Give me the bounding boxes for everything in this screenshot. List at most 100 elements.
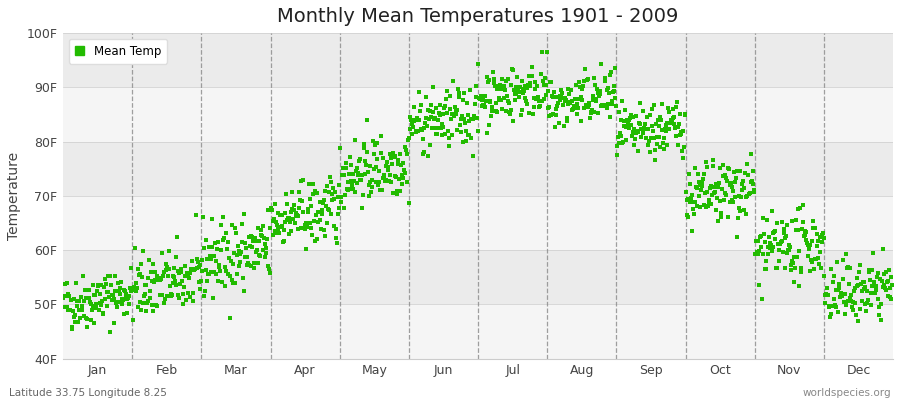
Point xyxy=(633,100,647,106)
Point xyxy=(782,247,796,253)
Point xyxy=(659,128,673,135)
Point xyxy=(454,113,469,119)
Point xyxy=(846,307,860,314)
Point xyxy=(304,202,319,209)
Point xyxy=(508,84,523,90)
Point xyxy=(585,96,599,103)
Point xyxy=(69,302,84,309)
Point xyxy=(784,267,798,274)
Point xyxy=(814,232,829,238)
Point xyxy=(148,269,163,275)
Point xyxy=(772,247,787,253)
Point xyxy=(591,90,606,96)
Point xyxy=(842,264,857,271)
Point xyxy=(238,245,253,252)
Point xyxy=(822,303,836,310)
Point xyxy=(396,160,410,166)
Point xyxy=(534,70,548,77)
Point xyxy=(491,82,505,89)
Point xyxy=(94,282,108,288)
Point xyxy=(509,90,524,96)
Point xyxy=(389,174,403,181)
Point xyxy=(770,241,785,248)
Point xyxy=(303,225,318,232)
Point xyxy=(512,94,526,100)
Point xyxy=(365,138,380,145)
Point xyxy=(258,250,273,256)
Point xyxy=(729,175,743,181)
Point xyxy=(198,266,212,273)
Point xyxy=(447,113,462,120)
Point xyxy=(630,129,644,136)
Point xyxy=(69,280,84,286)
Point xyxy=(345,182,359,189)
Point xyxy=(443,93,457,99)
Point xyxy=(323,174,338,180)
Point xyxy=(417,148,431,155)
Point xyxy=(201,271,215,277)
Point xyxy=(506,66,520,73)
Point xyxy=(777,230,791,236)
Point xyxy=(736,185,751,191)
Point xyxy=(187,266,202,273)
Point xyxy=(843,292,858,298)
Point xyxy=(442,143,456,149)
Point xyxy=(767,229,781,235)
Point xyxy=(693,182,707,188)
Point xyxy=(354,177,368,184)
Point xyxy=(249,246,264,253)
Point xyxy=(577,78,591,84)
Point xyxy=(434,125,448,131)
Point xyxy=(826,278,841,285)
Point xyxy=(284,228,299,234)
Point xyxy=(86,282,101,288)
Point xyxy=(820,285,834,291)
Point xyxy=(359,162,374,168)
Point xyxy=(555,95,570,101)
Point xyxy=(480,130,494,136)
Point xyxy=(662,109,677,116)
Point xyxy=(179,273,194,280)
Point xyxy=(239,262,254,269)
Point xyxy=(418,125,432,132)
Point xyxy=(814,265,828,271)
Point xyxy=(105,292,120,298)
Point xyxy=(485,108,500,114)
Point xyxy=(467,112,482,119)
Point xyxy=(64,297,78,303)
Point xyxy=(130,285,144,292)
Point xyxy=(176,284,191,290)
Point xyxy=(253,252,267,259)
Point xyxy=(161,272,176,279)
Point xyxy=(883,294,897,300)
Point xyxy=(551,94,565,100)
Point xyxy=(118,288,132,294)
Point xyxy=(680,196,694,203)
Point xyxy=(348,137,363,143)
Point xyxy=(57,303,71,310)
Point xyxy=(213,221,228,228)
Point xyxy=(629,113,643,119)
Point xyxy=(302,195,317,202)
Point xyxy=(213,268,228,274)
Point xyxy=(865,283,879,290)
Point xyxy=(608,94,623,101)
Point xyxy=(878,269,893,275)
Point xyxy=(392,157,406,164)
Point xyxy=(703,185,717,191)
Point xyxy=(593,91,608,97)
Point xyxy=(692,192,706,199)
Point xyxy=(549,106,563,112)
Point xyxy=(740,192,754,199)
Point xyxy=(104,329,118,336)
Point xyxy=(498,86,512,93)
Point xyxy=(544,78,559,85)
Point xyxy=(348,168,363,174)
Point xyxy=(112,299,126,306)
Point xyxy=(222,315,237,321)
Point xyxy=(863,276,878,283)
Point xyxy=(723,182,737,188)
Point xyxy=(832,284,847,291)
Point xyxy=(164,291,178,298)
Point xyxy=(647,102,662,108)
